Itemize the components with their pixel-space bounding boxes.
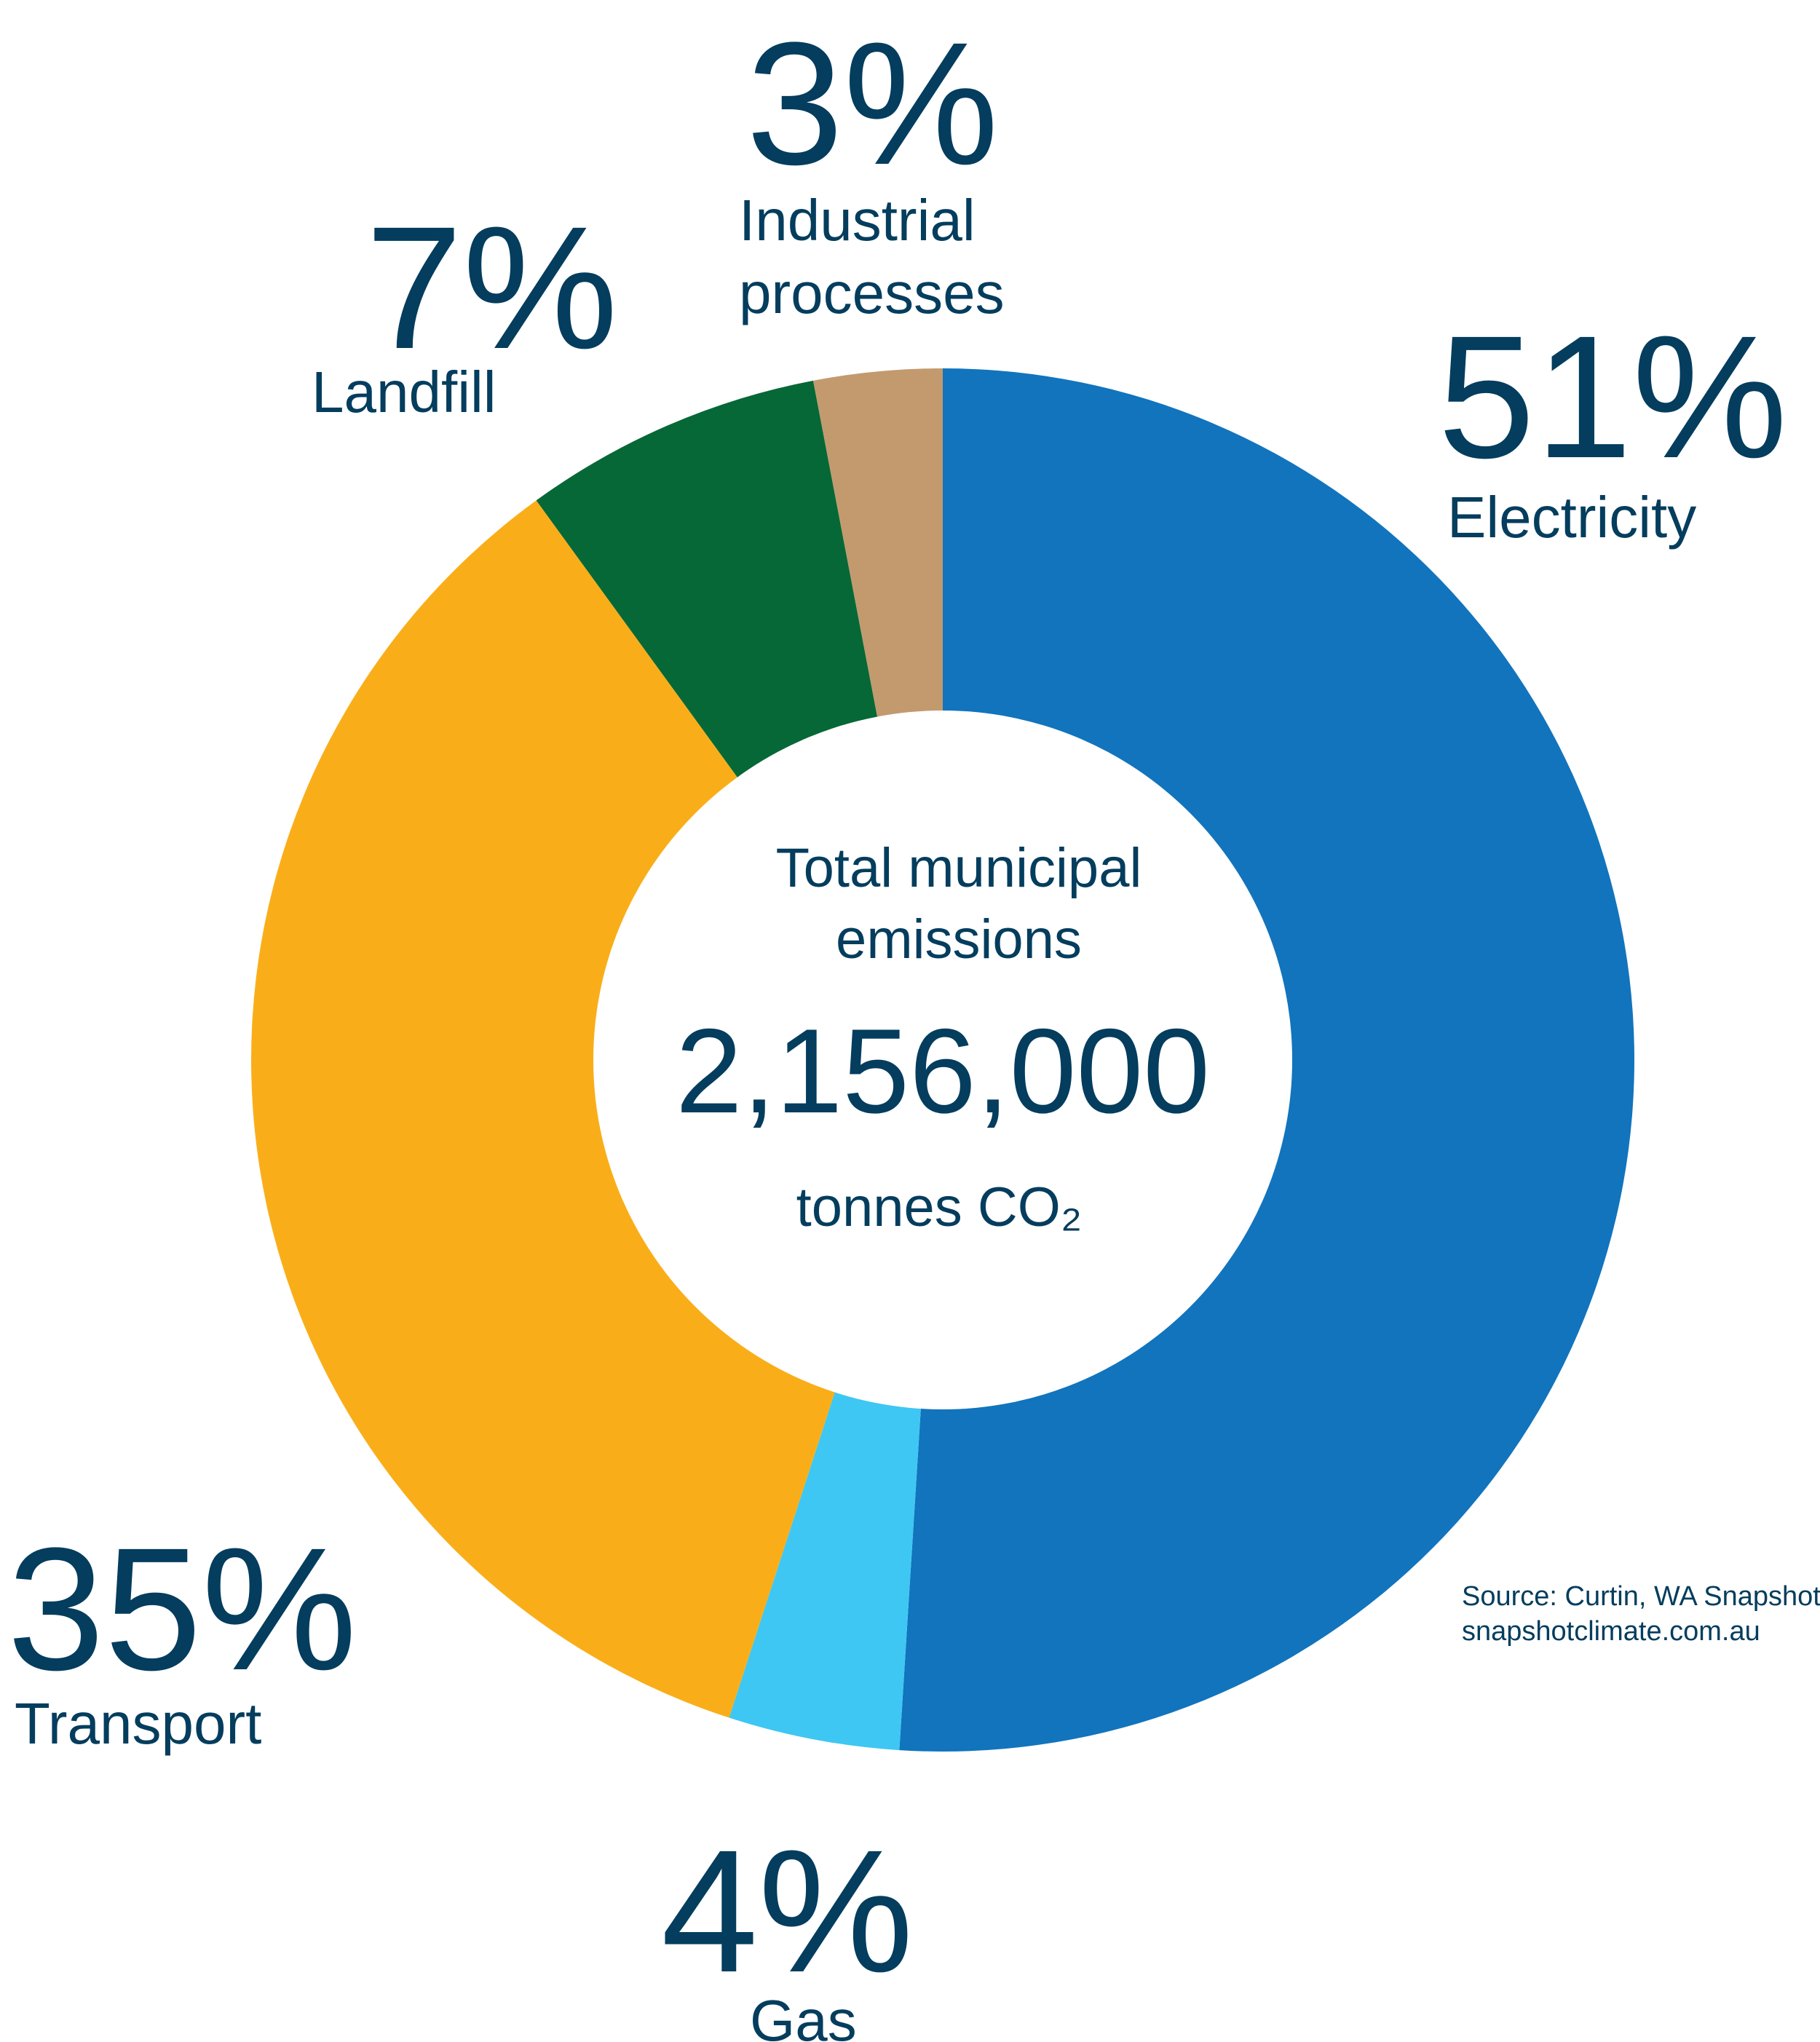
center-title-line-1: Total municipal — [776, 837, 1142, 899]
center-unit: tonnes CO₂ — [796, 1176, 1083, 1238]
gas-percent: 4% — [661, 1813, 914, 2009]
landfill-percent: 7% — [365, 190, 618, 385]
industrial-label-line-1: Industrial — [739, 188, 976, 253]
industrial-percent: 3% — [746, 6, 999, 201]
source-line-1: Source: Curtin, WA Snapshot — [1462, 1581, 1820, 1612]
center-total: 2,156,000 — [676, 1004, 1210, 1138]
donut-hole — [593, 711, 1292, 1409]
electricity-label: Electricity — [1447, 485, 1696, 550]
source-line-2: snapshotclimate.com.au — [1462, 1616, 1760, 1647]
center-title-line-2: emissions — [836, 909, 1082, 970]
transport-percent: 35% — [7, 1511, 357, 1706]
gas-label: Gas — [750, 1988, 857, 2042]
electricity-percent: 51% — [1438, 299, 1787, 494]
industrial-label-line-2: processes — [739, 261, 1005, 325]
transport-label: Transport — [15, 1691, 261, 1756]
landfill-label: Landfill — [312, 360, 496, 424]
